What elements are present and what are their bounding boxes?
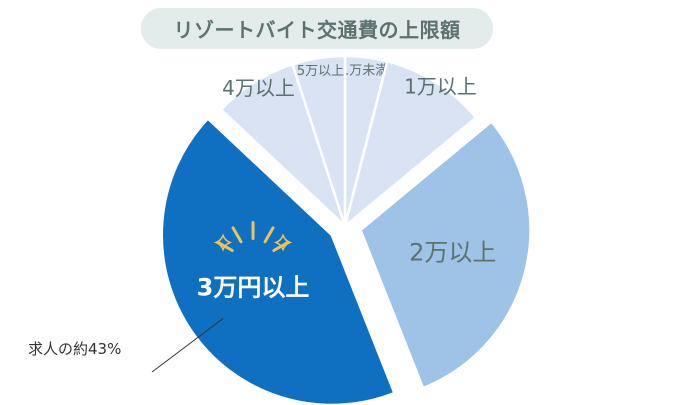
sparkle-star	[213, 233, 233, 252]
slice-label: 2万以上	[409, 239, 496, 267]
sparkle-ray	[231, 226, 243, 244]
chart-title-pill: リゾートバイト交通費の上限額	[141, 8, 493, 49]
slice-label: 1万以上	[404, 75, 477, 99]
annotation-leader-line	[151, 318, 224, 373]
sparkle-star	[273, 233, 293, 252]
pie-slice	[343, 60, 478, 228]
slice-label: 5万以上	[297, 64, 344, 79]
pie-slice	[291, 54, 347, 228]
slice-label: 4万以上	[222, 76, 295, 100]
sparkle-ray	[263, 226, 275, 244]
slice-label: 3万円以上	[197, 274, 310, 302]
chart-title: リゾートバイト交通費の上限額	[173, 18, 461, 42]
slice-label: 1万未満	[341, 63, 388, 78]
annotation-text: 求人の約43%	[28, 340, 121, 358]
pie-slice	[359, 120, 532, 390]
